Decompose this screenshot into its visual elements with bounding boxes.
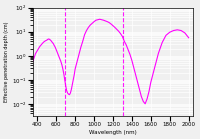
Y-axis label: Effective penetration depth (cm): Effective penetration depth (cm) — [4, 22, 9, 102]
X-axis label: Wavelength (nm): Wavelength (nm) — [89, 130, 137, 135]
